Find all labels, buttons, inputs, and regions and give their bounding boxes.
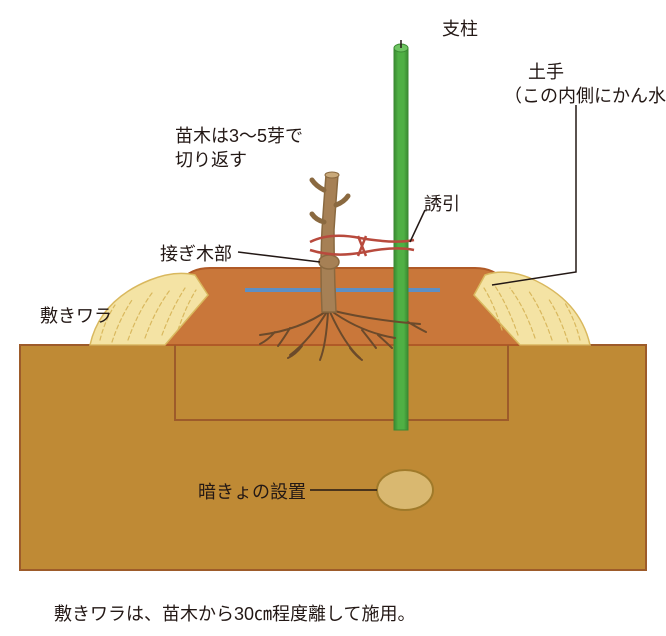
- caption-text: 敷きワラは、苗木から30㎝程度離して施用。: [54, 600, 415, 626]
- label-embankment-1: 土手: [528, 58, 564, 84]
- stake: [394, 48, 408, 430]
- label-drain: 暗きょの設置: [198, 478, 306, 504]
- label-graft: 接ぎ木部: [160, 240, 232, 266]
- label-seedling-1: 苗木は3〜5芽で: [175, 122, 303, 148]
- label-stake: 支柱: [442, 15, 478, 41]
- diagram-container: 支柱 土手 （この内側にかん水） 苗木は3〜5芽で 切り返す 誘引 接ぎ木部 敷…: [0, 0, 666, 636]
- label-straw: 敷きワラ: [40, 302, 112, 328]
- label-seedling-2: 切り返す: [175, 146, 247, 172]
- soil-block: [20, 345, 646, 570]
- label-embankment-2: （この内側にかん水）: [504, 82, 666, 108]
- drain-pipe: [377, 470, 433, 510]
- water-surface: [245, 288, 440, 292]
- label-training: 誘引: [424, 190, 460, 216]
